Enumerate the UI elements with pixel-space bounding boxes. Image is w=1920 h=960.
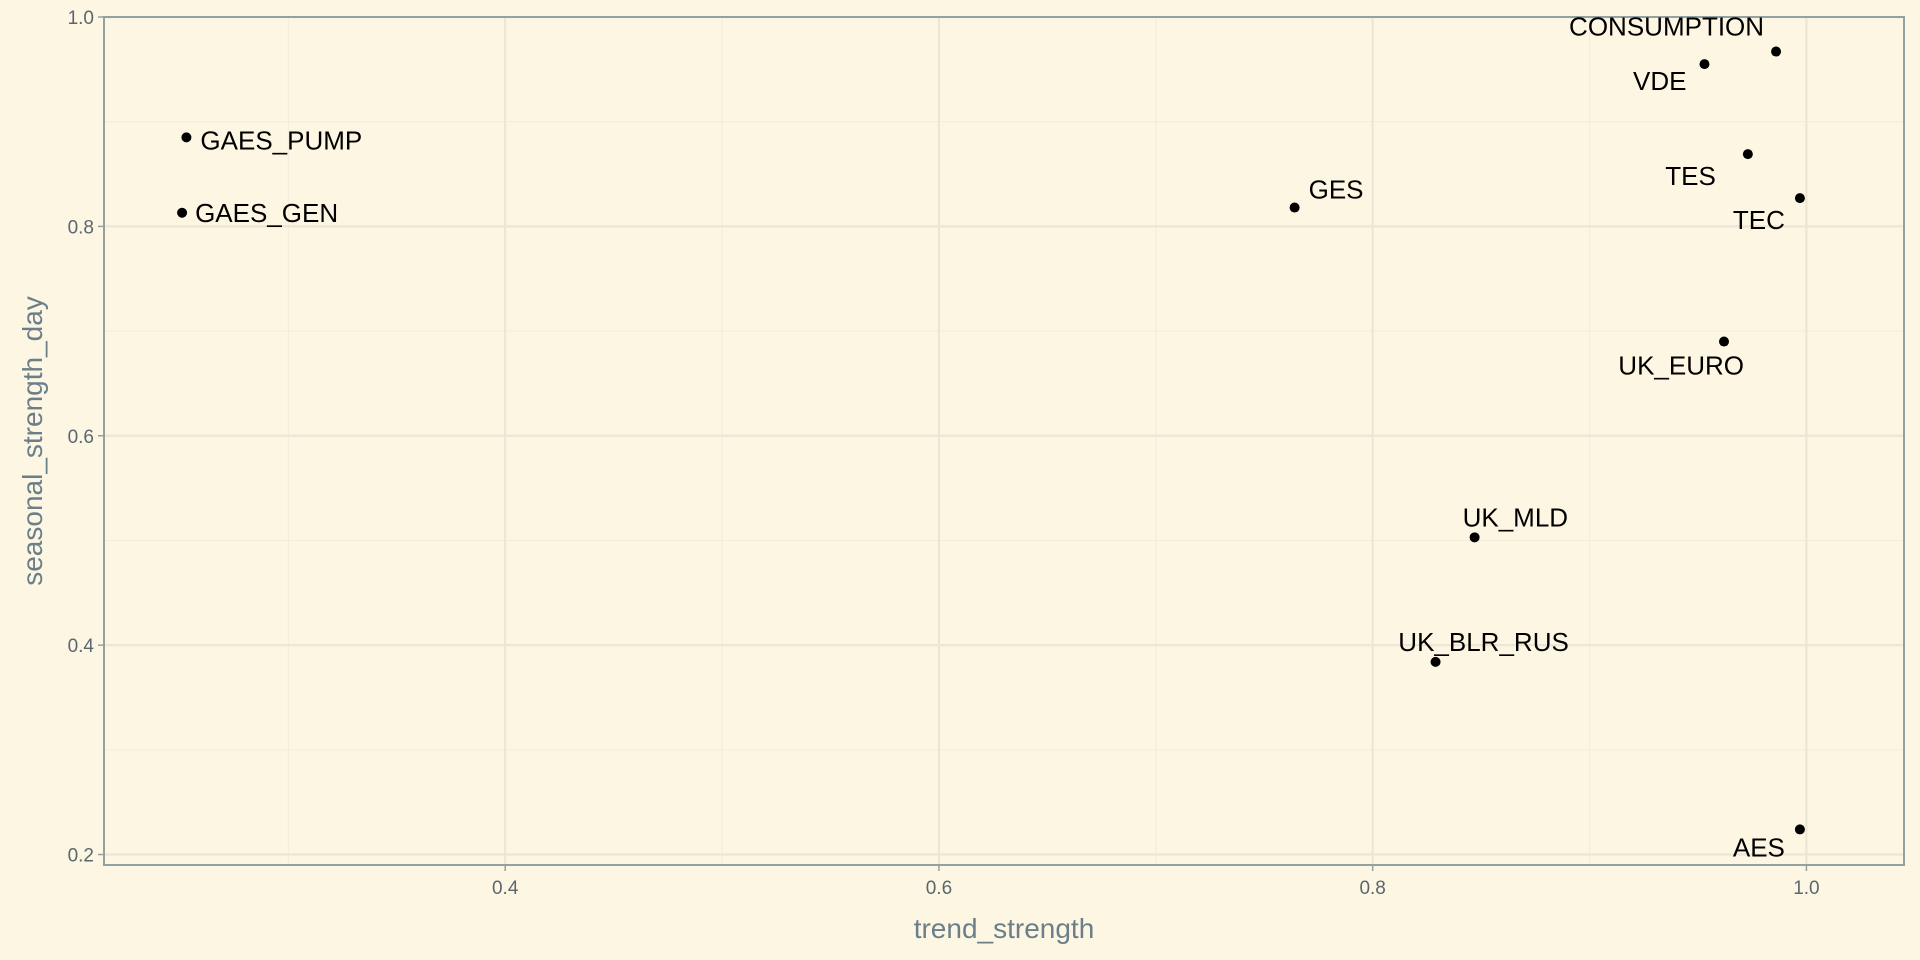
point-label: TEC bbox=[1733, 205, 1785, 235]
data-point bbox=[1742, 149, 1753, 160]
data-point bbox=[177, 207, 188, 218]
point-label: UK_EURO bbox=[1618, 351, 1744, 381]
data-point bbox=[1794, 193, 1805, 204]
data-points bbox=[177, 46, 1805, 835]
y-tick-label: 0.4 bbox=[68, 636, 95, 657]
point-label: UK_MLD bbox=[1463, 502, 1568, 532]
y-tick-label: 0.2 bbox=[68, 846, 94, 867]
point-label: GAES_GEN bbox=[195, 198, 338, 228]
data-point bbox=[1794, 824, 1805, 835]
data-point bbox=[1699, 59, 1710, 70]
major-gridlines bbox=[104, 15, 1904, 865]
y-tick-label: 0.6 bbox=[68, 427, 94, 448]
panel-border bbox=[103, 16, 1905, 866]
x-tick-label: 0.8 bbox=[1359, 878, 1385, 899]
y-tick-label: 1.0 bbox=[68, 8, 94, 29]
point-label: CONSUMPTION bbox=[1569, 12, 1764, 42]
data-point bbox=[181, 132, 192, 143]
point-label: VDE bbox=[1633, 66, 1686, 96]
point-label: GAES_PUMP bbox=[200, 125, 362, 155]
point-label: AES bbox=[1733, 832, 1785, 862]
x-axis-title: trend_strength bbox=[914, 913, 1095, 944]
data-point bbox=[1430, 656, 1441, 667]
x-tick-label: 0.4 bbox=[492, 878, 519, 899]
x-tick-label: 0.6 bbox=[926, 878, 952, 899]
minor-gridlines bbox=[104, 17, 1904, 865]
data-point bbox=[1469, 532, 1480, 543]
point-label: UK_BLR_RUS bbox=[1398, 627, 1569, 657]
y-axis-ticks: 0.2 0.4 0.6 0.8 1.0 bbox=[68, 8, 104, 867]
point-label: TES bbox=[1665, 161, 1716, 191]
data-point bbox=[1289, 202, 1300, 213]
data-point bbox=[1719, 336, 1729, 347]
x-tick-label: 1.0 bbox=[1793, 878, 1819, 899]
point-labels: CONSUMPTION VDE GAES_PUMP TES TEC GES GAES_GEN… bbox=[195, 12, 1785, 863]
y-tick-label: 0.8 bbox=[68, 217, 94, 238]
data-point bbox=[1771, 46, 1782, 57]
point-label: GES bbox=[1309, 175, 1364, 205]
x-axis-ticks: 0.4 0.6 0.8 1.0 bbox=[492, 865, 1820, 899]
y-axis-title: seasonal_strength_day bbox=[17, 296, 48, 586]
